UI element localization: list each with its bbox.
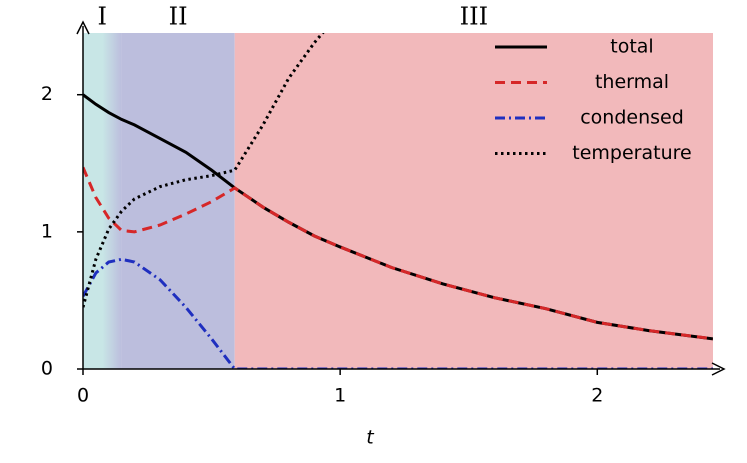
- legend-label: total: [610, 36, 653, 58]
- x-tick-label: 2: [591, 385, 603, 407]
- region: [121, 33, 235, 369]
- y-arrow: [76, 20, 90, 35]
- y-tick-label: 0: [41, 358, 53, 380]
- legend: total thermal condensed temperature: [495, 36, 692, 164]
- x-tick-label: 0: [77, 385, 89, 407]
- x-arrow: [711, 362, 726, 376]
- region-label: I: [98, 3, 107, 31]
- legend-label: thermal: [595, 71, 669, 93]
- legend-label: condensed: [580, 107, 684, 129]
- y-tick-label: 1: [41, 220, 53, 242]
- ticks: 0 1 2 0 1 2: [41, 83, 603, 406]
- axes: [76, 20, 726, 376]
- legend-label: temperature: [572, 142, 691, 164]
- region: [83, 33, 122, 369]
- region-label: II: [169, 3, 188, 31]
- region-label: III: [460, 3, 488, 31]
- series-line: [83, 166, 713, 341]
- x-tick-label: 1: [334, 385, 346, 407]
- regions: I II III: [83, 3, 713, 369]
- region: [234, 33, 713, 369]
- x-axis-label: t: [366, 427, 375, 449]
- y-tick-label: 2: [41, 83, 53, 105]
- lines: [83, 33, 713, 369]
